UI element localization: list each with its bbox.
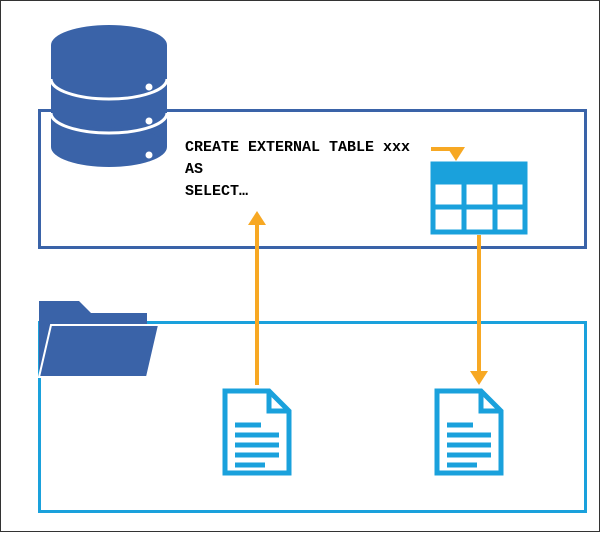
arrows-layer (1, 1, 600, 533)
diagram-canvas: CREATE EXTERNAL TABLE xxx AS SELECT… (0, 0, 600, 532)
file-to-sql-head (248, 211, 266, 225)
table-to-file-head (470, 371, 488, 385)
sql-to-table-head (447, 147, 465, 161)
